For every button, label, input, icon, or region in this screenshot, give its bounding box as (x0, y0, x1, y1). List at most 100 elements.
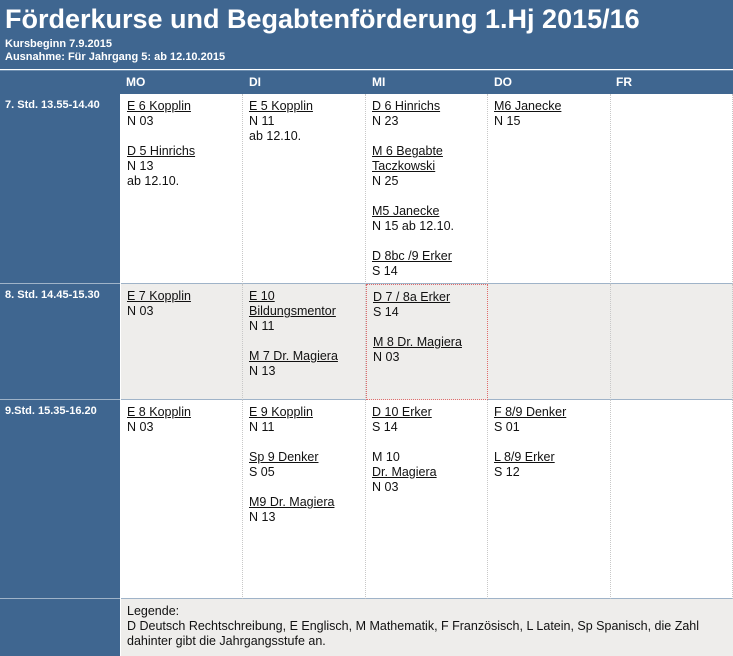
course-link[interactable]: M5 Janecke (372, 204, 440, 218)
legend-text: D Deutsch Rechtschreibung, E Englisch, M… (127, 619, 700, 648)
course-link[interactable]: E 8 Kopplin (127, 405, 191, 419)
legend-box: Legende: D Deutsch Rechtschreibung, E En… (121, 599, 733, 656)
cell-do-row3: F 8/9 Denker S 01 L 8/9 Erker S 12 (488, 400, 611, 599)
course-detail: N 13 (127, 159, 154, 173)
course-link[interactable]: M 7 Dr. Magiera (249, 349, 338, 363)
course-entry: D 5 Hinrichs N 13 ab 12.10. (127, 144, 240, 189)
course-entry: D 8bc /9 Erker S 14 (372, 249, 485, 279)
course-entry: F 8/9 Denker S 01 (494, 405, 608, 435)
page-title: Förderkurse und Begabtenförderung 1.Hj 2… (5, 4, 640, 34)
exception-note: Ausnahme: Für Jahrgang 5: ab 12.10.2015 (5, 51, 226, 63)
legend-label-cell (0, 599, 120, 656)
row-label-2: 8. Std. 14.45-15.30 (0, 284, 120, 400)
cell-mi-row3: D 10 Erker S 14 M 10 Dr. Magiera N 03 (366, 400, 488, 599)
course-entry: E 8 Kopplin N 03 (127, 405, 240, 435)
course-detail: N 15 ab 12.10. (372, 219, 455, 233)
cell-mi-row1: D 6 Hinrichs N 23 M 6 Begabte Taczkowski N … (366, 94, 488, 284)
course-entry: M5 Janecke N 15 ab 12.10. (372, 204, 485, 234)
course-entry: M6 Janecke N 15 (494, 99, 608, 129)
course-entry: E 7 Kopplin N 03 (127, 289, 240, 319)
weekday-header-row: MO DI MI DO FR (0, 70, 733, 94)
course-link[interactable]: E 9 Kopplin (249, 405, 313, 419)
page-header: Förderkurse und Begabtenförderung 1.Hj 2… (0, 0, 733, 69)
course-link[interactable]: E 7 Kopplin (127, 289, 191, 303)
course-link[interactable]: D 10 Erker (372, 405, 432, 419)
course-link[interactable]: F 8/9 Denker (494, 405, 567, 419)
course-entry: Sp 9 Denker S 05 (249, 450, 363, 480)
course-link[interactable]: E 10 Bildungsmentor (249, 289, 336, 318)
course-link[interactable]: M 6 Begabte Taczkowski (372, 144, 443, 173)
course-link[interactable]: M 8 Dr. Magiera (373, 335, 462, 349)
course-detail: ab 12.10. (127, 174, 180, 188)
cell-fr-row2 (611, 284, 733, 400)
course-detail: N 11 (249, 420, 275, 434)
cell-di-row2: E 10 Bildungsmentor N 11 M 7 Dr. Magiera N … (243, 284, 366, 400)
course-detail: N 25 (372, 174, 399, 188)
cell-fr-row1 (611, 94, 733, 284)
course-entry: E 10 Bildungsmentor N 11 (249, 289, 363, 334)
course-entry: M 8 Dr. Magiera N 03 (373, 335, 485, 365)
course-link[interactable]: Dr. Magiera (372, 465, 437, 479)
day-header-mo: MO (126, 75, 146, 89)
cell-fr-row3 (611, 400, 733, 599)
course-link[interactable]: D 8bc /9 Erker (372, 249, 452, 263)
course-detail: S 14 (372, 264, 398, 278)
cell-mo-row2: E 7 Kopplin N 03 (121, 284, 243, 400)
course-entry: E 6 Kopplin N 03 (127, 99, 240, 129)
course-detail: S 14 (372, 420, 398, 434)
course-detail: S 01 (494, 420, 520, 434)
course-link[interactable]: D 5 Hinrichs (127, 144, 196, 158)
cell-do-row1: M6 Janecke N 15 (488, 94, 611, 284)
course-detail: S 12 (494, 465, 520, 479)
course-entry: M 10 Dr. Magiera N 03 (372, 450, 485, 495)
course-detail: S 14 (373, 305, 399, 319)
course-entry: M9 Dr. Magiera N 13 (249, 495, 363, 525)
course-detail: ab 12.10. (249, 129, 302, 143)
row-label-1: 7. Std. 13.55-14.40 (0, 94, 120, 284)
cell-mi-row2: D 7 / 8a Erker S 14 M 8 Dr. Magiera N 03 (366, 284, 488, 400)
legend-title: Legende: (127, 604, 180, 618)
course-detail: N 03 (373, 350, 400, 364)
day-header-fr: FR (616, 75, 632, 89)
course-link[interactable]: L 8/9 Erker (494, 450, 555, 464)
course-entry: L 8/9 Erker S 12 (494, 450, 608, 480)
course-entry: M 7 Dr. Magiera N 13 (249, 349, 363, 379)
course-detail: N 13 (249, 364, 276, 378)
course-link[interactable]: M6 Janecke (494, 99, 562, 113)
period-time-label: 8. Std. 14.45-15.30 (5, 289, 100, 301)
cell-mo-row1: E 6 Kopplin N 03 D 5 Hinrichs N 13 ab 12.10. (121, 94, 243, 284)
course-detail: N 13 (249, 510, 276, 524)
cell-di-row3: E 9 Kopplin N 11 Sp 9 Denker S 05 M9 Dr. Mag… (243, 400, 366, 599)
course-link[interactable]: D 6 Hinrichs (372, 99, 441, 113)
period-time-label: 7. Std. 13.55-14.40 (5, 99, 100, 111)
course-detail: N 23 (372, 114, 399, 128)
course-detail: N 03 (372, 480, 399, 494)
course-link[interactable]: Sp 9 Denker (249, 450, 319, 464)
course-detail: M 10 (372, 450, 400, 464)
course-entry: E 9 Kopplin N 11 (249, 405, 363, 435)
course-detail: N 11 (249, 319, 275, 333)
course-link[interactable]: M9 Dr. Magiera (249, 495, 335, 509)
course-detail: N 03 (127, 420, 154, 434)
course-detail: S 05 (249, 465, 275, 479)
course-start-note: Kursbeginn 7.9.2015 (5, 38, 112, 50)
course-entry: M 6 Begabte Taczkowski N 25 (372, 144, 485, 189)
period-time-label: 9.Std. 15.35-16.20 (5, 405, 97, 417)
course-detail: N 03 (127, 304, 154, 318)
course-entry: D 6 Hinrichs N 23 (372, 99, 485, 129)
cell-do-row2 (488, 284, 611, 400)
course-link[interactable]: D 7 / 8a Erker (373, 290, 451, 304)
cell-di-row1: E 5 Kopplin N 11 ab 12.10. (243, 94, 366, 284)
day-header-di: DI (249, 75, 261, 89)
course-detail: N 15 (494, 114, 521, 128)
course-link[interactable]: E 5 Kopplin (249, 99, 313, 113)
course-link[interactable]: E 6 Kopplin (127, 99, 191, 113)
course-entry: E 5 Kopplin N 11 ab 12.10. (249, 99, 363, 144)
course-entry: D 10 Erker S 14 (372, 405, 485, 435)
day-header-do: DO (494, 75, 512, 89)
day-header-mi: MI (372, 75, 386, 89)
course-entry: D 7 / 8a Erker S 14 (373, 290, 485, 320)
course-detail: N 11 (249, 114, 275, 128)
row-label-3: 9.Std. 15.35-16.20 (0, 400, 120, 599)
course-detail: N 03 (127, 114, 154, 128)
